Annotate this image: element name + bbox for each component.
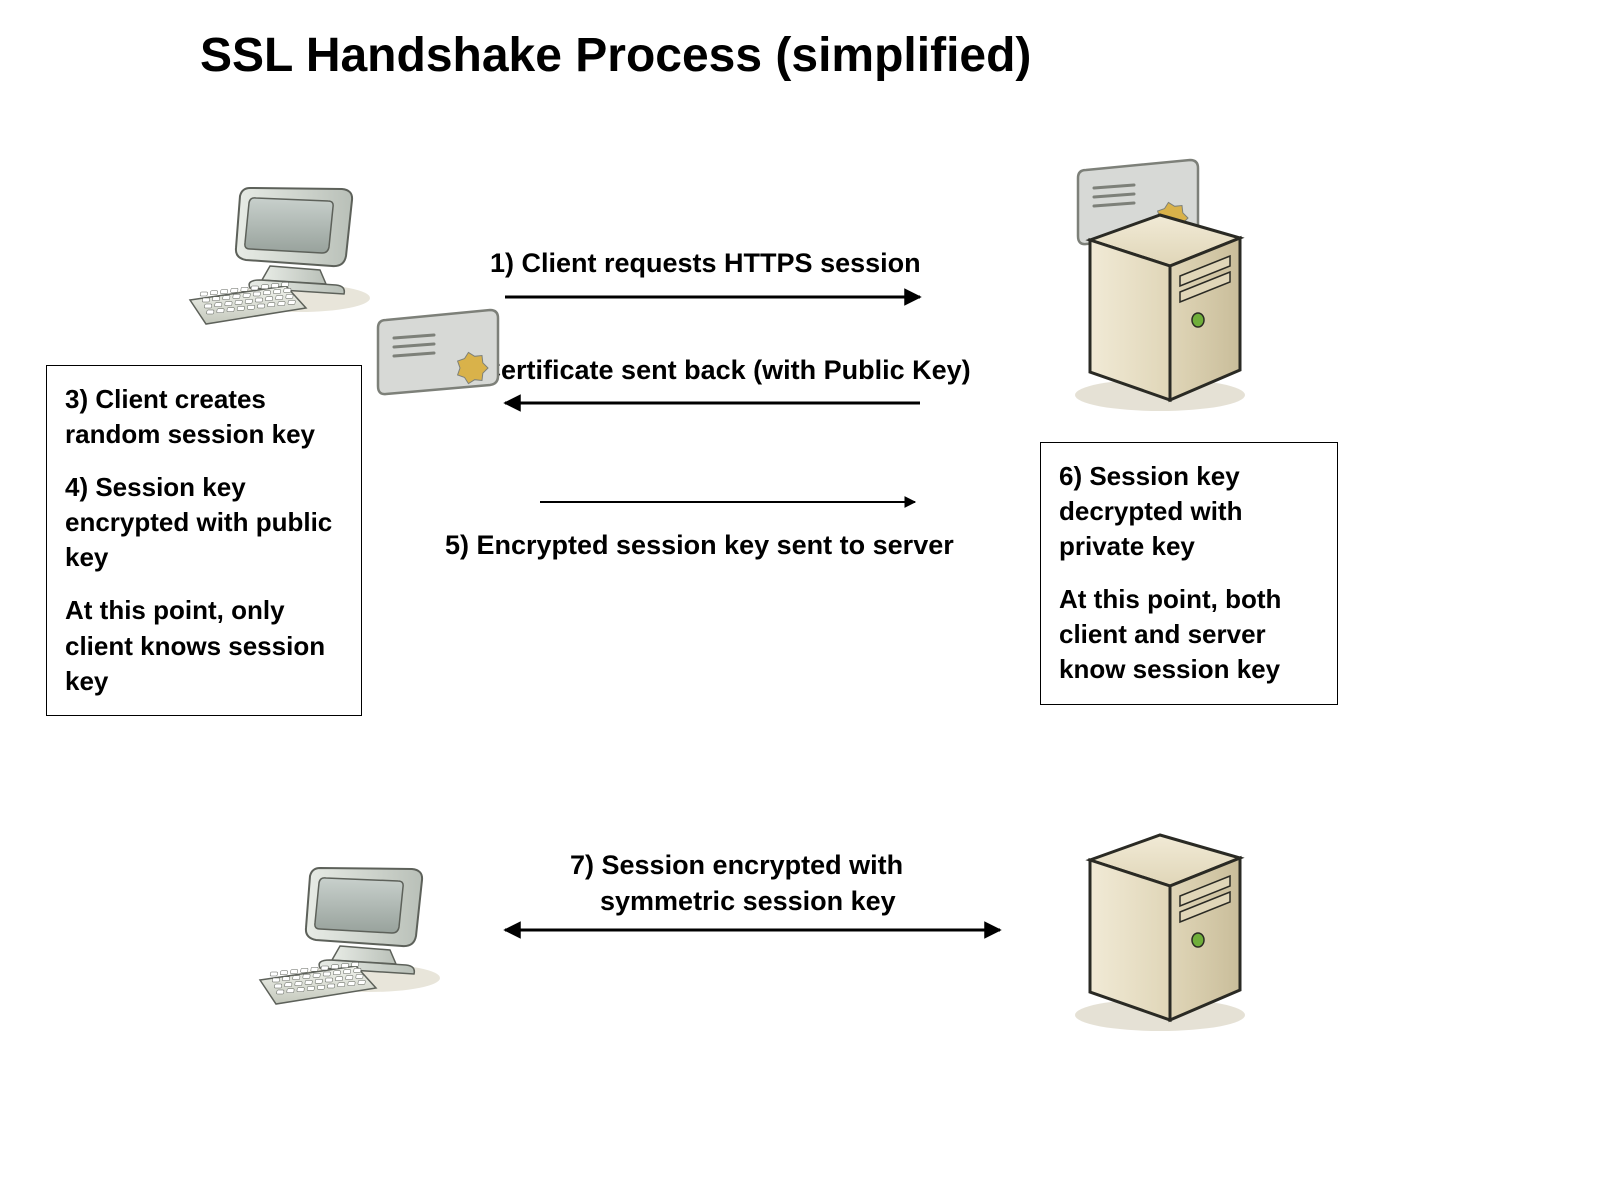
certificate-icon	[1078, 160, 1198, 244]
step-4-text: 4) Session key encrypted with public key	[65, 470, 343, 575]
client-note-footer: At this point, only client knows session…	[65, 593, 343, 698]
step-6-text: 6) Session key decrypted with private ke…	[1059, 459, 1319, 564]
diagram-title: SSL Handshake Process (simplified)	[200, 28, 1031, 83]
server-tower-icon	[1075, 835, 1245, 1031]
step-1-label: 1) Client requests HTTPS session	[490, 248, 921, 279]
step-3-text: 3) Client creates random session key	[65, 382, 343, 452]
client-computer-icon	[260, 868, 440, 1004]
server-tower-icon	[1075, 215, 1245, 411]
client-note-box: 3) Client creates random session key 4) …	[46, 365, 362, 716]
step-5-label: 5) Encrypted session key sent to server	[445, 530, 954, 561]
server-note-box: 6) Session key decrypted with private ke…	[1040, 442, 1338, 705]
client-computer-icon	[190, 188, 370, 324]
step-7-label-line1: 7) Session encrypted with	[570, 850, 903, 881]
step-7-label-line2: symmetric session key	[600, 886, 896, 917]
server-note-footer: At this point, both client and server kn…	[1059, 582, 1319, 687]
diagram-canvas: SSL Handshake Process (simplified) 1) Cl…	[0, 0, 1600, 1200]
step-2-label: 2) Certificate sent back (with Public Ke…	[450, 355, 971, 386]
